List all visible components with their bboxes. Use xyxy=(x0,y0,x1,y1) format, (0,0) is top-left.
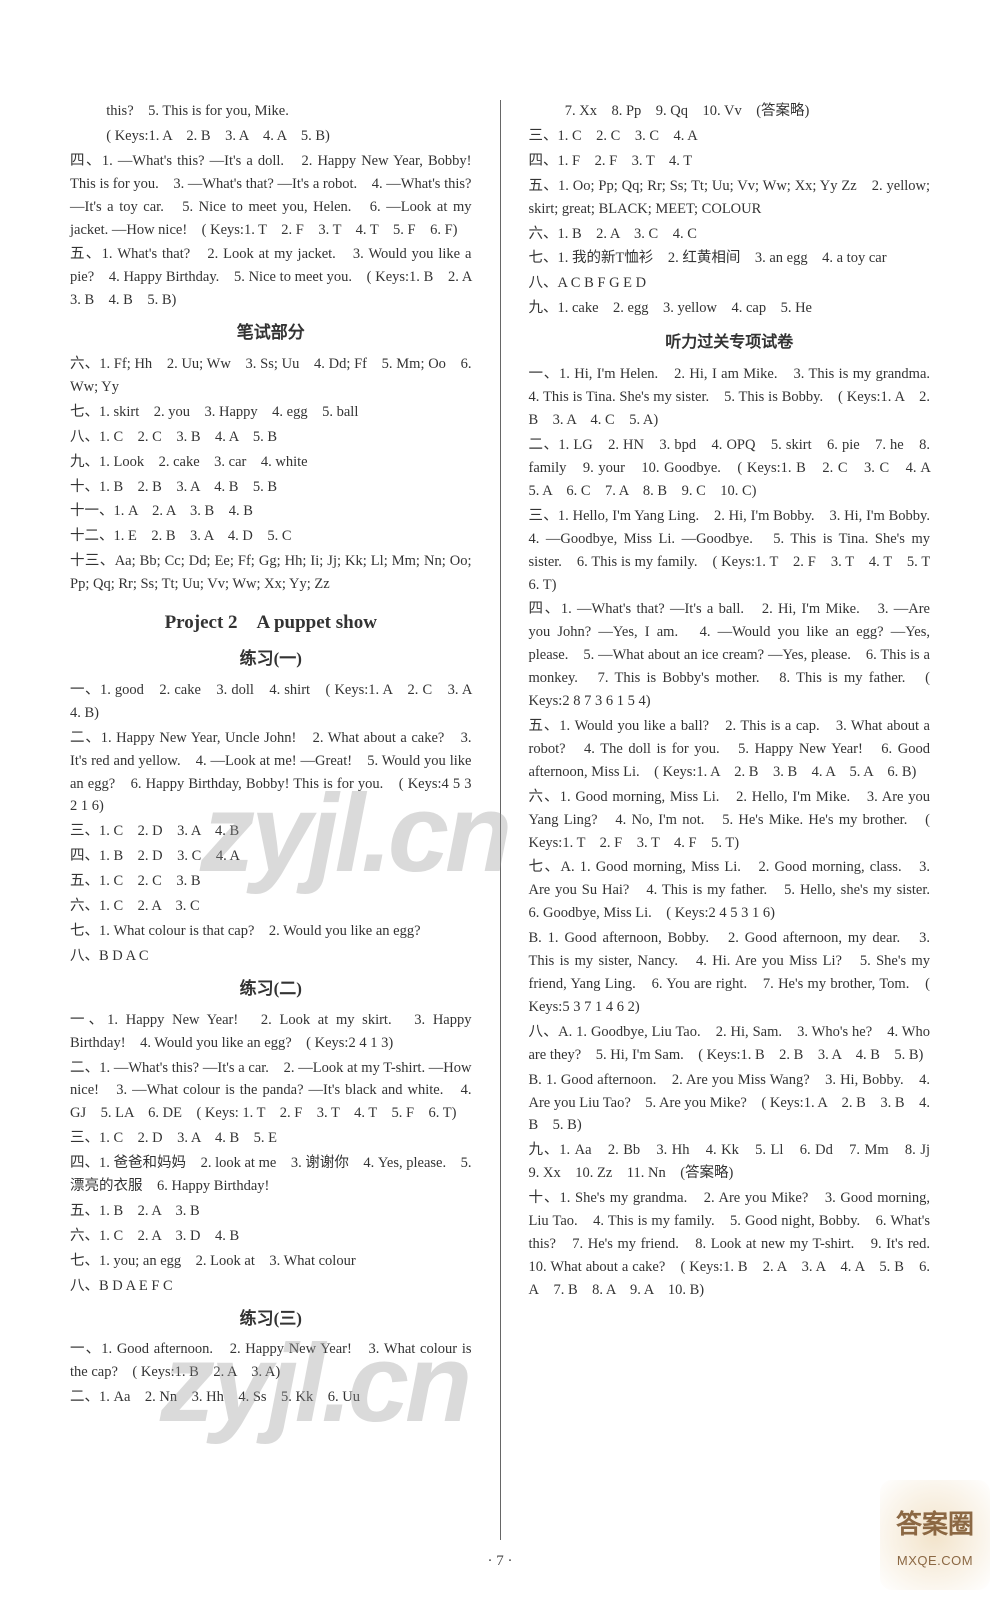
text-line: 八、B D A C xyxy=(70,945,472,968)
text-line: 五、1. What's that? 2. Look at my jacket. … xyxy=(70,243,472,312)
text-line: 六、1. B 2. A 3. C 4. C xyxy=(529,223,931,246)
text-line: ( Keys:1. A 2. B 3. A 4. A 5. B) xyxy=(70,125,472,148)
right-column: 7. Xx 8. Pp 9. Qq 10. Vv (答案略) 三、1. C 2.… xyxy=(529,100,931,1540)
text-line: 四、1. F 2. F 3. T 4. T xyxy=(529,150,931,173)
text-line: 九、1. cake 2. egg 3. yellow 4. cap 5. He xyxy=(529,297,931,320)
text-line: 七、A. 1. Good morning, Miss Li. 2. Good m… xyxy=(529,856,931,925)
badge-title: 答案圈 xyxy=(880,1504,990,1541)
text-line: 七、1. you; an egg 2. Look at 3. What colo… xyxy=(70,1250,472,1273)
text-line: 十、1. She's my grandma. 2. Are you Mike? … xyxy=(529,1187,931,1302)
text-line: 7. Xx 8. Pp 9. Qq 10. Vv (答案略) xyxy=(529,100,931,123)
text-line: 七、1. skirt 2. you 3. Happy 4. egg 5. bal… xyxy=(70,401,472,424)
section-written-title: 笔试部分 xyxy=(70,320,472,347)
text-line: 五、1. Oo; Pp; Qq; Rr; Ss; Tt; Uu; Vv; Ww;… xyxy=(529,175,931,221)
text-line: 八、A C B F G E D xyxy=(529,272,931,295)
two-column-layout: this? 5. This is for you, Mike. ( Keys:1… xyxy=(70,100,930,1540)
text-line: 四、1. B 2. D 3. C 4. A xyxy=(70,845,472,868)
column-divider xyxy=(500,100,501,1540)
text-line: 一、1. Hi, I'm Helen. 2. Hi, I am Mike. 3.… xyxy=(529,363,931,432)
text-line: 五、1. B 2. A 3. B xyxy=(70,1200,472,1223)
text-line: B. 1. Good afternoon, Bobby. 2. Good aft… xyxy=(529,927,931,1019)
text-line: 三、1. C 2. D 3. A 4. B xyxy=(70,820,472,843)
text-line: 七、1. 我的新T恤衫 2. 红黄相间 3. an egg 4. a toy c… xyxy=(529,247,931,270)
text-line: 六、1. Ff; Hh 2. Uu; Ww 3. Ss; Uu 4. Dd; F… xyxy=(70,353,472,399)
text-line: 九、1. Look 2. cake 3. car 4. white xyxy=(70,451,472,474)
text-line: 八、A. 1. Goodbye, Liu Tao. 2. Hi, Sam. 3.… xyxy=(529,1021,931,1067)
text-line: 六、1. C 2. A 3. C xyxy=(70,895,472,918)
text-line: 三、1. Hello, I'm Yang Ling. 2. Hi, I'm Bo… xyxy=(529,505,931,597)
text-line: 八、1. C 2. C 3. B 4. A 5. B xyxy=(70,426,472,449)
text-line: 四、1. —What's that? —It's a ball. 2. Hi, … xyxy=(529,598,931,713)
text-line: 五、1. Would you like a ball? 2. This is a… xyxy=(529,715,931,784)
text-line: 八、B D A E F C xyxy=(70,1275,472,1298)
text-line: 十一、1. A 2. A 3. B 4. B xyxy=(70,500,472,523)
text-line: 二、1. Happy New Year, Uncle John! 2. What… xyxy=(70,727,472,819)
text-line: 十、1. B 2. B 3. A 4. B 5. B xyxy=(70,476,472,499)
text-line: 五、1. C 2. C 3. B xyxy=(70,870,472,893)
text-line: 二、1. Aa 2. Nn 3. Hh 4. Ss 5. Kk 6. Uu xyxy=(70,1386,472,1409)
text-line: 四、1. —What's this? —It's a doll. 2. Happ… xyxy=(70,150,472,242)
exercise-1-title: 练习(一) xyxy=(70,646,472,673)
text-line: 一、1. Happy New Year! 2. Look at my skirt… xyxy=(70,1009,472,1055)
left-column: this? 5. This is for you, Mike. ( Keys:1… xyxy=(70,100,472,1540)
source-badge: 答案圈 MXQE.COM xyxy=(880,1480,990,1590)
text-line: 一、1. Good afternoon. 2. Happy New Year! … xyxy=(70,1338,472,1384)
text-line: 二、1. —What's this? —It's a car. 2. —Look… xyxy=(70,1057,472,1126)
text-line: 十二、1. E 2. B 3. A 4. D 5. C xyxy=(70,525,472,548)
text-line: 七、1. What colour is that cap? 2. Would y… xyxy=(70,920,472,943)
document-page: zyjl.cn zyjl.cn this? 5. This is for you… xyxy=(0,0,1000,1600)
text-line: 三、1. C 2. C 3. C 4. A xyxy=(529,125,931,148)
page-number: · 7 · xyxy=(0,1553,1000,1570)
text-line: 三、1. C 2. D 3. A 4. B 5. E xyxy=(70,1127,472,1150)
text-line: 一、1. good 2. cake 3. doll 4. shirt ( Key… xyxy=(70,679,472,725)
text-line: 九、1. Aa 2. Bb 3. Hh 4. Kk 5. Ll 6. Dd 7.… xyxy=(529,1139,931,1185)
listening-title: 听力过关专项试卷 xyxy=(529,330,931,355)
text-line: 六、1. C 2. A 3. D 4. B xyxy=(70,1225,472,1248)
exercise-2-title: 练习(二) xyxy=(70,976,472,1003)
badge-url: MXQE.COM xyxy=(880,1553,990,1568)
text-line: 十三、Aa; Bb; Cc; Dd; Ee; Ff; Gg; Hh; Ii; J… xyxy=(70,550,472,596)
text-line: 六、1. Good morning, Miss Li. 2. Hello, I'… xyxy=(529,786,931,855)
exercise-3-title: 练习(三) xyxy=(70,1306,472,1333)
project-title: Project 2 A puppet show xyxy=(70,608,472,638)
text-line: this? 5. This is for you, Mike. xyxy=(70,100,472,123)
text-line: 二、1. LG 2. HN 3. bpd 4. OPQ 5. skirt 6. … xyxy=(529,434,931,503)
text-line: 四、1. 爸爸和妈妈 2. look at me 3. 谢谢你 4. Yes, … xyxy=(70,1152,472,1198)
text-line: B. 1. Good afternoon. 2. Are you Miss Wa… xyxy=(529,1069,931,1138)
